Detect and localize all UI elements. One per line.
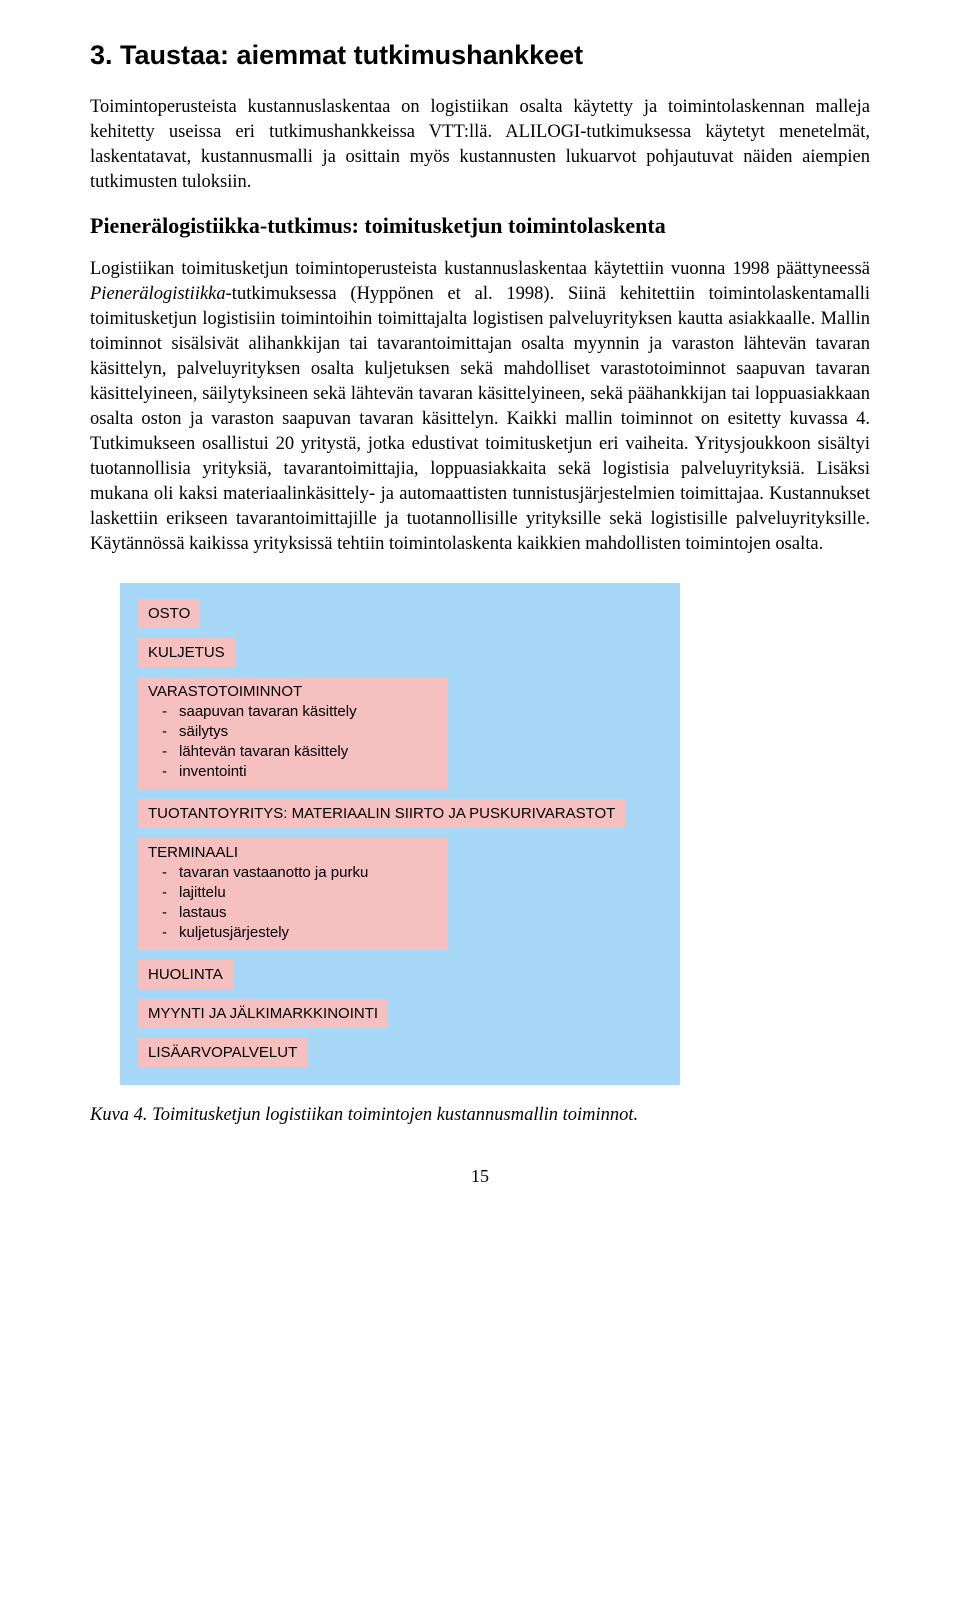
box-kuljetus: KULJETUS [138, 638, 235, 667]
section-heading: 3. Taustaa: aiemmat tutkimushankkeet [90, 40, 870, 71]
diagram-row-kuljetus: KULJETUS [138, 638, 662, 677]
figure-caption: Kuva 4. Toimitusketjun logistiikan toimi… [90, 1105, 870, 1126]
para2-italic: Pienerälogistiikka [90, 284, 226, 304]
list-item: inventointi [162, 762, 438, 782]
box-terminaali-list: tavaran vastaanotto ja purku lajittelu l… [148, 863, 438, 944]
page-number: 15 [90, 1166, 870, 1187]
diagram-background: OSTO KULJETUS VARASTOTOIMINNOT saapuvan … [120, 583, 680, 1085]
subsection-heading: Pienerälogistiikka-tutkimus: toimitusket… [90, 213, 870, 239]
box-tuotanto: TUOTANTOYRITYS: MATERIAALIN SIIRTO JA PU… [138, 799, 625, 828]
diagram-row-tuotanto: TUOTANTOYRITYS: MATERIAALIN SIIRTO JA PU… [138, 799, 662, 838]
list-item: saapuvan tavaran käsittely [162, 702, 438, 722]
diagram-row-huolinta: HUOLINTA [138, 960, 662, 999]
list-item: kuljetusjärjestely [162, 923, 438, 943]
list-item: lähtevän tavaran käsittely [162, 742, 438, 762]
paragraph-intro: Toimintoperusteista kustannuslaskentaa o… [90, 95, 870, 195]
diagram-row-varasto: VARASTOTOIMINNOT saapuvan tavaran käsitt… [138, 677, 662, 799]
diagram-row-osto: OSTO [138, 599, 662, 638]
para2-part-c: -tutkimuksessa (Hyppönen et al. 1998). S… [90, 284, 870, 554]
diagram-row-terminaali: TERMINAALI tavaran vastaanotto ja purku … [138, 838, 662, 960]
list-item: säilytys [162, 722, 438, 742]
box-myynti: MYYNTI JA JÄLKIMARKKINOINTI [138, 999, 388, 1028]
paragraph-main: Logistiikan toimitusketjun toimintoperus… [90, 257, 870, 557]
box-osto: OSTO [138, 599, 200, 628]
list-item: tavaran vastaanotto ja purku [162, 863, 438, 883]
list-item: lastaus [162, 903, 438, 923]
box-lisa: LISÄARVOPALVELUT [138, 1038, 307, 1067]
list-item: lajittelu [162, 883, 438, 903]
box-huolinta: HUOLINTA [138, 960, 233, 989]
diagram-row-myynti: MYYNTI JA JÄLKIMARKKINOINTI [138, 999, 662, 1038]
diagram-row-lisa: LISÄARVOPALVELUT [138, 1038, 662, 1067]
box-terminaali: TERMINAALI tavaran vastaanotto ja purku … [138, 838, 448, 950]
box-varasto: VARASTOTOIMINNOT saapuvan tavaran käsitt… [138, 677, 448, 789]
diagram-container: OSTO KULJETUS VARASTOTOIMINNOT saapuvan … [120, 583, 870, 1085]
para2-part-a: Logistiikan toimitusketjun toimintoperus… [90, 259, 870, 279]
box-varasto-title: VARASTOTOIMINNOT [148, 683, 438, 700]
box-varasto-list: saapuvan tavaran käsittely säilytys läht… [148, 702, 438, 783]
box-terminaali-title: TERMINAALI [148, 844, 438, 861]
